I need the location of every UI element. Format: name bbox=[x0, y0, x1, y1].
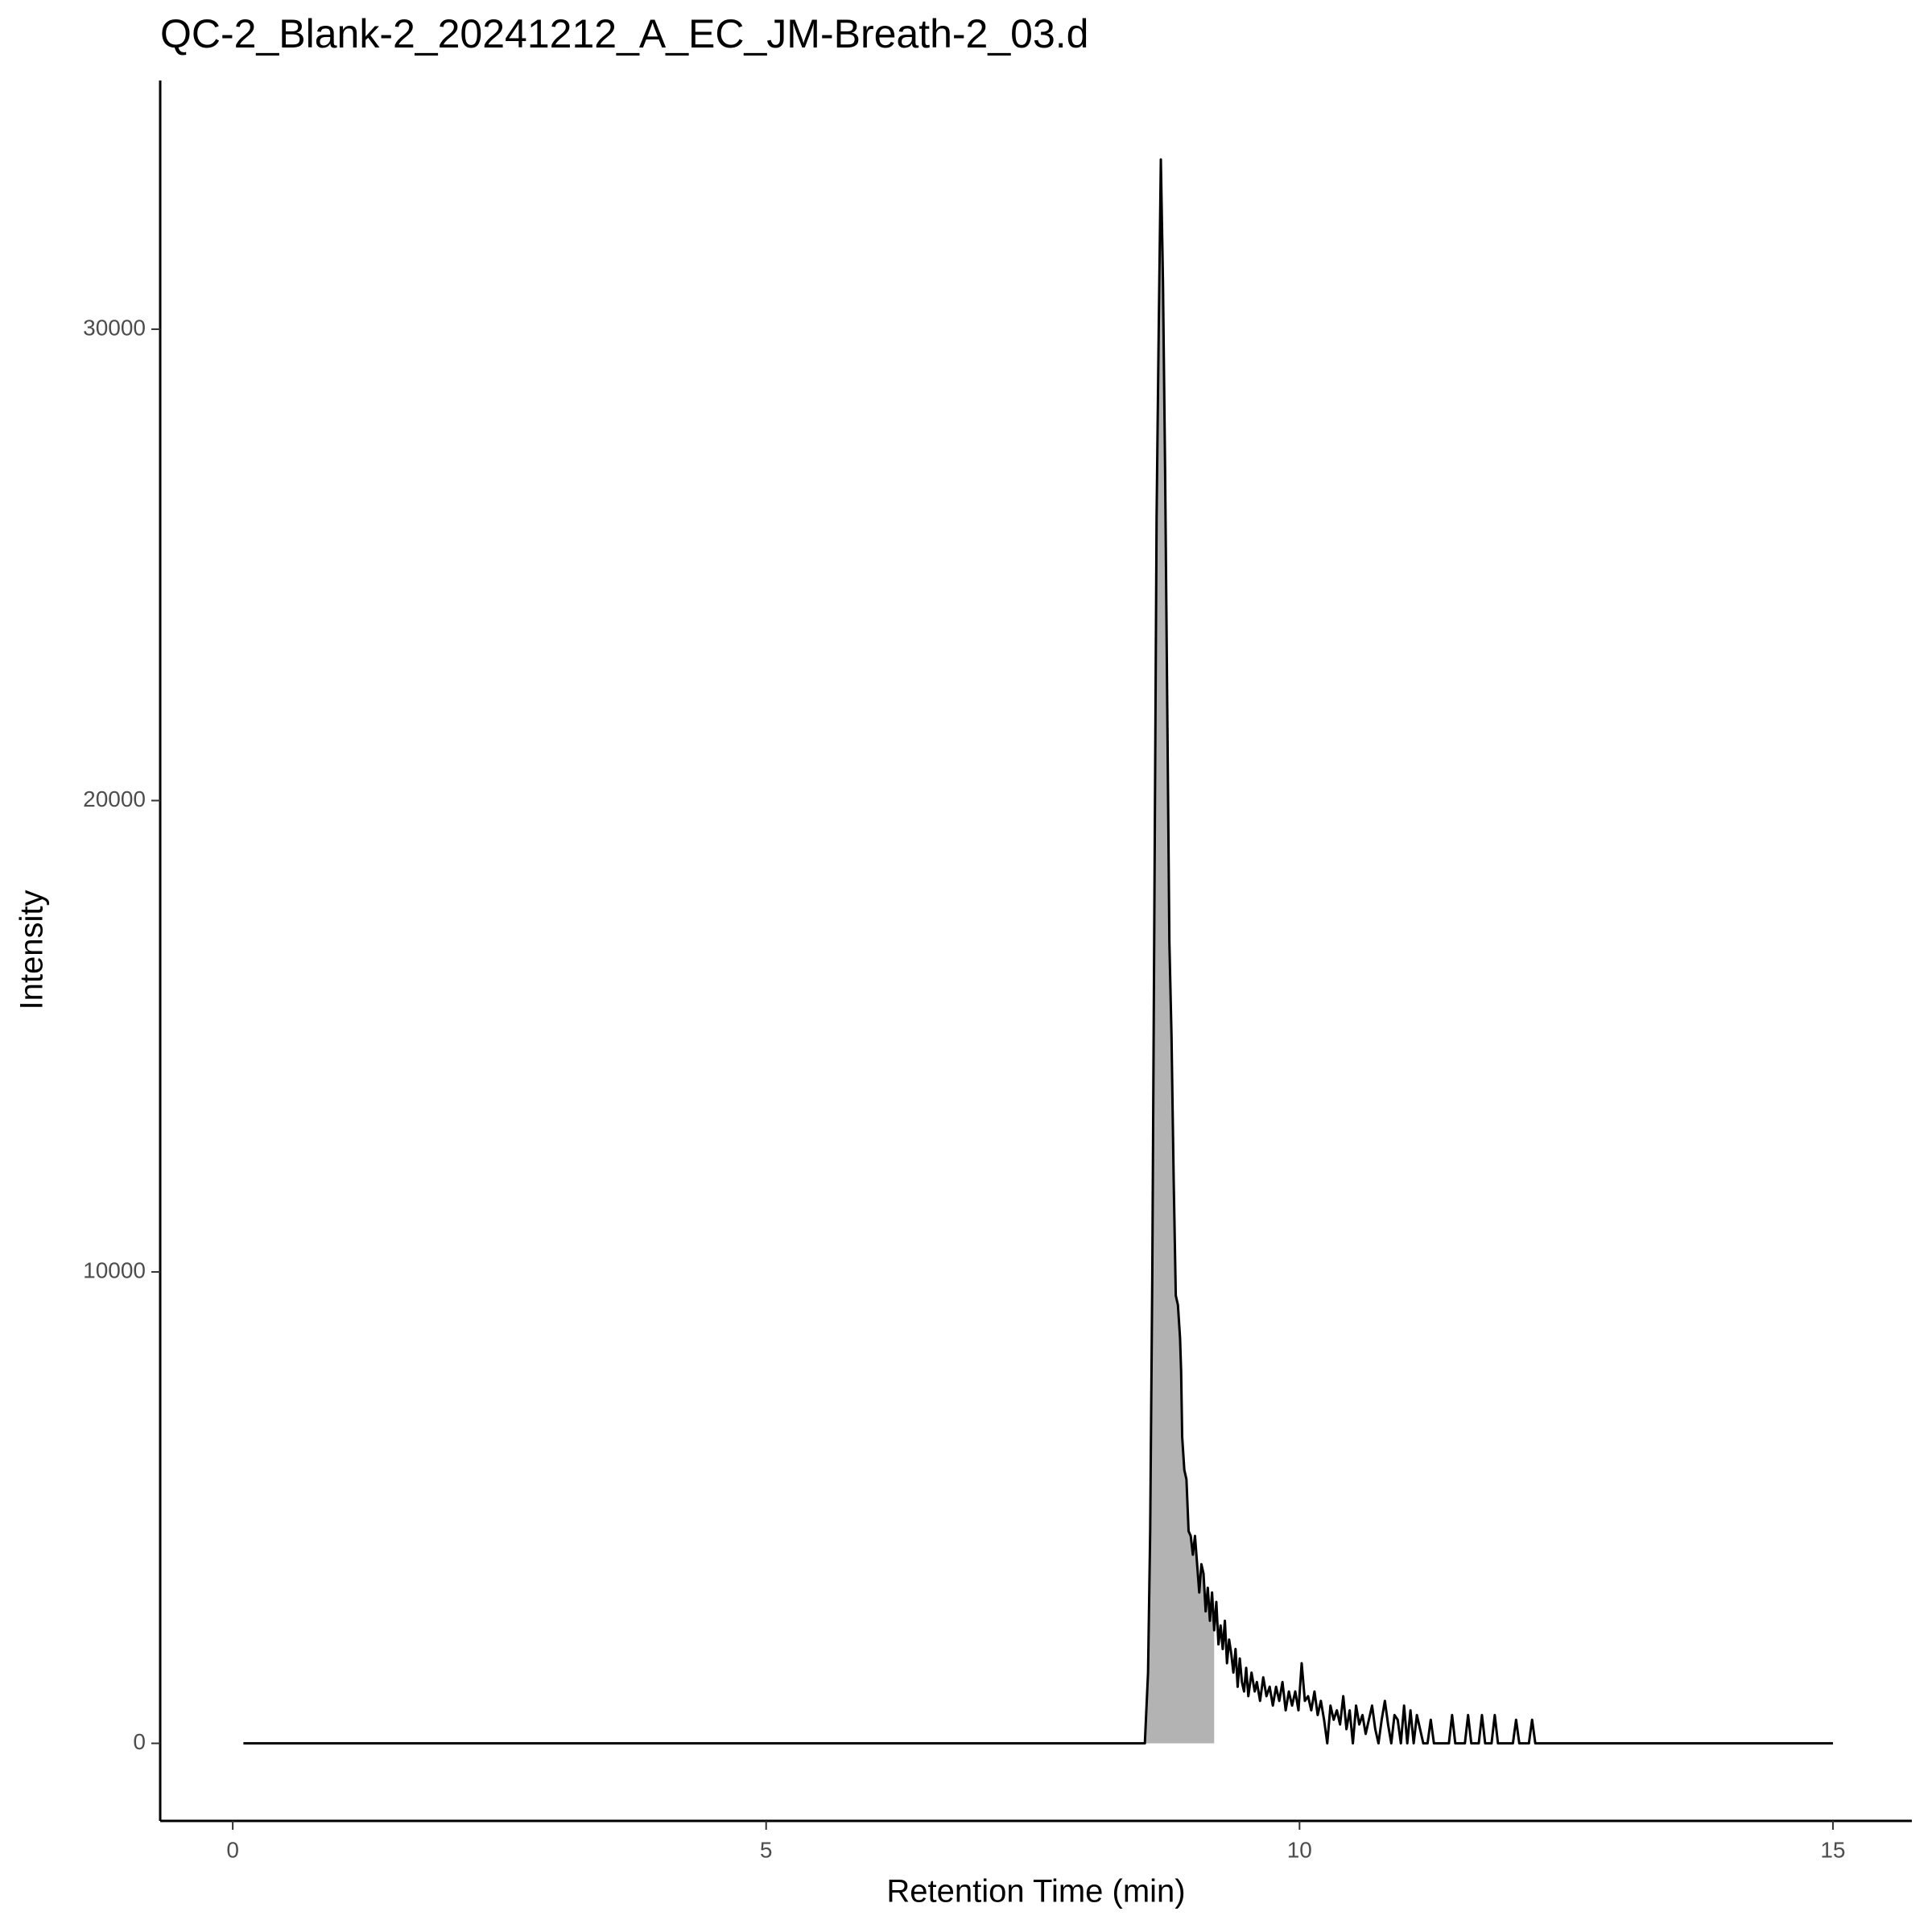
y-axis-title: Intensity bbox=[14, 890, 50, 1010]
x-tick-label: 5 bbox=[760, 1837, 773, 1862]
y-tick-label: 20000 bbox=[83, 786, 146, 811]
x-axis-title: Retention Time (min) bbox=[886, 1874, 1185, 1909]
y-tick-label: 10000 bbox=[83, 1257, 146, 1282]
y-tick-label: 30000 bbox=[83, 315, 146, 340]
line bbox=[243, 158, 1833, 1745]
x-tick-label: 0 bbox=[226, 1837, 239, 1862]
shaded-area bbox=[1145, 159, 1215, 1744]
x-tick-label: 15 bbox=[1820, 1837, 1845, 1862]
x-tick-label: 10 bbox=[1287, 1837, 1312, 1862]
y-tick-label: 0 bbox=[133, 1729, 146, 1754]
chart-title: QC-2_Blank-2_20241212_A_EC_JM-Breath-2_0… bbox=[160, 11, 1089, 56]
